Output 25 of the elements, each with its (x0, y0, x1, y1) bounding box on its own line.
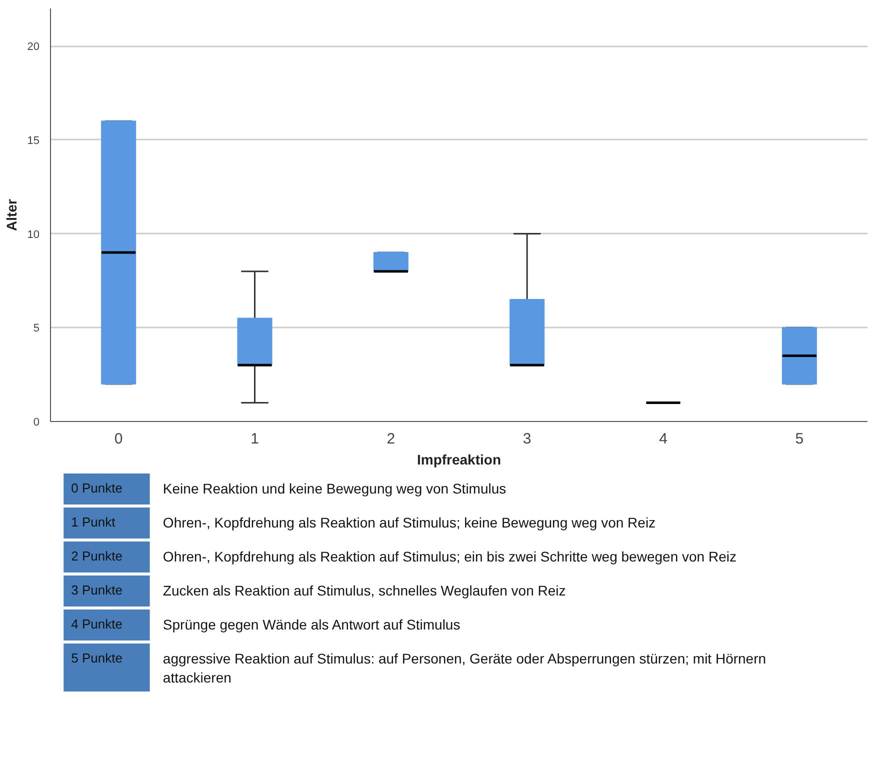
x-tick-label: 0 (114, 430, 123, 448)
y-tick-label: 15 (27, 134, 40, 147)
text: 2 Punkte (71, 548, 122, 564)
x-tick-label: 1 (250, 430, 259, 448)
text: 1 Punkt (71, 514, 116, 530)
x-tick-label: 5 (795, 430, 804, 448)
text: 5 Punkte (71, 650, 122, 666)
y-tick-label: 10 (27, 228, 40, 241)
text: Keine Reaktion und keine Bewegung weg von Stimulus (162, 480, 506, 496)
x-tick-label: 4 (659, 430, 668, 448)
text: 3 Punkte (71, 582, 122, 598)
text: Ohren-, Kopfdrehung als Reaktion auf Stimulus; keine Bewegung weg von Reiz (162, 514, 656, 530)
x-tick-label: 2 (386, 430, 396, 448)
y-tick-label: 0 (33, 416, 40, 428)
text: Ohren-, Kopfdrehung als Reaktion auf Stimulus; ein bis zwei Schritte weg bewegen von Reiz (162, 548, 736, 564)
text: aggressive Reaktion auf Stimulus: auf Personen, Geräte oder Absperrungen stürzen; mit Hörnern attackieren (162, 650, 766, 686)
x-axis-title: Impfreaktion (416, 452, 502, 468)
y-tick-label: 20 (27, 41, 40, 54)
text: Zucken als Reaktion auf Stimulus, schnelles Weglaufen von Reiz (162, 582, 566, 598)
text: Sprünge gegen Wände als Antwort auf Stimulus (162, 616, 460, 632)
text: 4 Punkte (71, 616, 122, 632)
x-tick-label: 3 (522, 430, 532, 448)
text: 0 Punkte (71, 480, 122, 496)
y-axis-title: Alter (3, 198, 20, 231)
y-tick-label: 5 (33, 322, 40, 335)
